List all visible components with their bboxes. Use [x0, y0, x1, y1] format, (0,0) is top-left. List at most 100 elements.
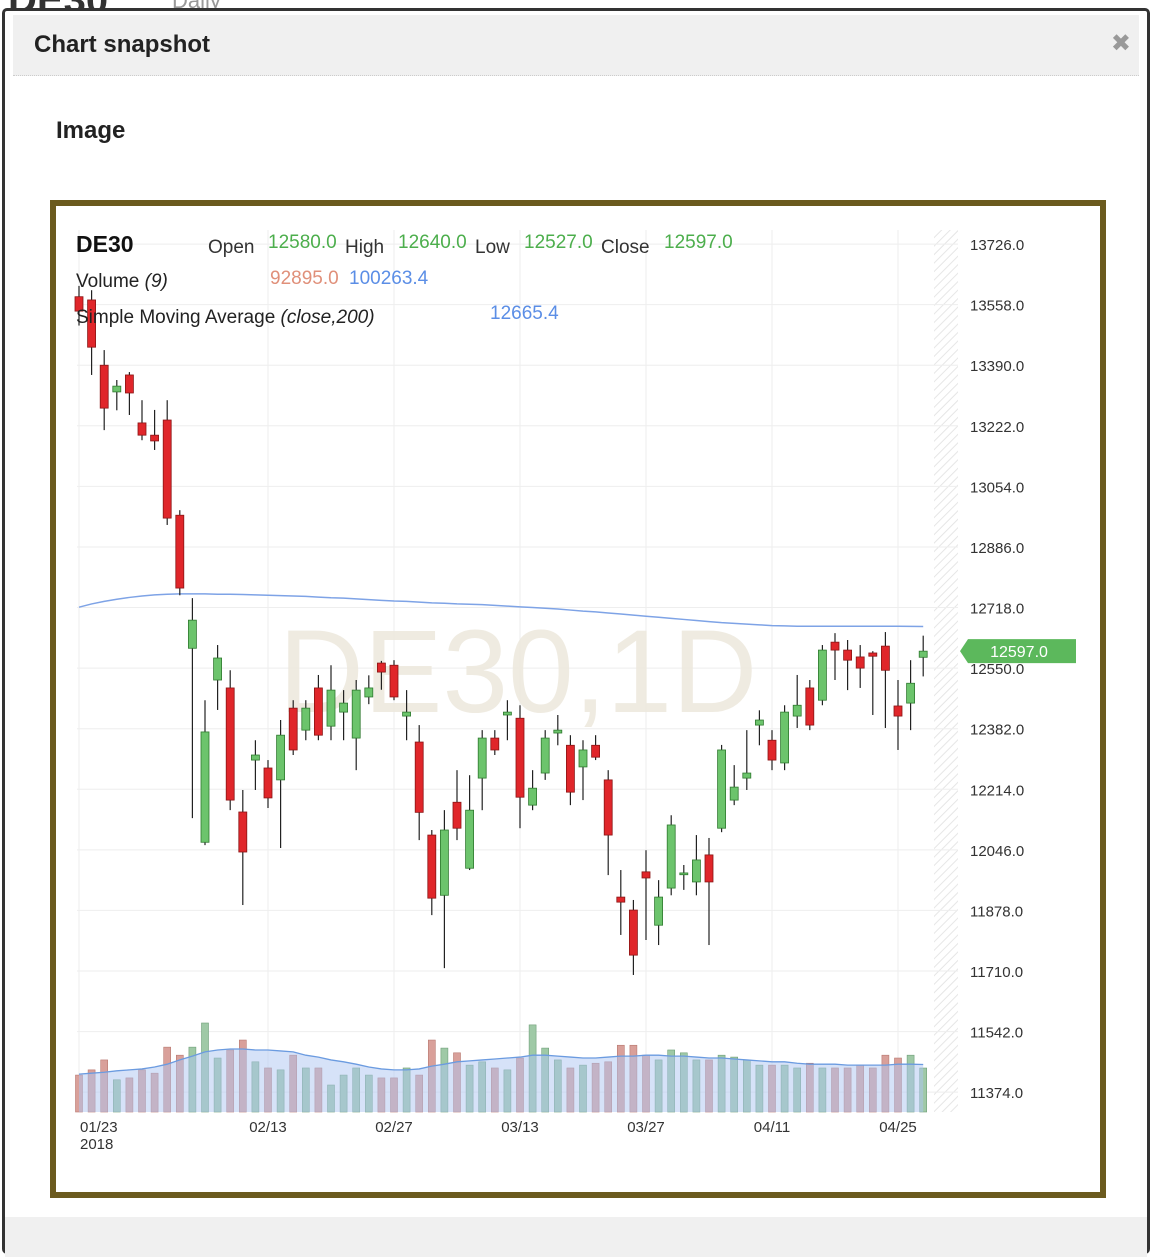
y-tick-label: 13726.0 [970, 237, 1024, 254]
candle-body [313, 687, 323, 736]
y-tick-label: 11878.0 [970, 903, 1023, 920]
candle-body [87, 299, 96, 348]
sma-value: 12665.4 [490, 303, 559, 324]
candle-body [213, 657, 223, 681]
y-tick-label: 12550.0 [970, 661, 1024, 678]
candle-body [843, 649, 852, 661]
candle-body [881, 645, 890, 671]
candle-body [528, 787, 537, 806]
volume-value: 92895.0 [270, 268, 339, 289]
open-label: Open [208, 237, 254, 258]
y-tick-label: 12382.0 [970, 722, 1024, 739]
candle-body [805, 687, 815, 726]
candle-body [818, 649, 827, 701]
x-tick-label: 03/27 [627, 1119, 665, 1136]
x-tick-label: 02/27 [375, 1119, 413, 1136]
future-zone [934, 230, 958, 1112]
candle-body [200, 731, 210, 843]
candle-body [742, 772, 752, 779]
candle-body [225, 687, 235, 801]
close-value: 12597.0 [664, 232, 733, 253]
dialog-header: Chart snapshot ✖ [13, 15, 1139, 76]
candle-body [578, 749, 588, 768]
candle-body [729, 786, 739, 801]
candle-body [918, 650, 928, 658]
x-tick-label: 03/13 [501, 1119, 539, 1136]
candle-body [99, 364, 109, 409]
candle-body [125, 374, 134, 394]
candle-body [490, 737, 500, 751]
candle-body [276, 734, 286, 781]
y-tick-label: 12886.0 [970, 540, 1024, 557]
symbol: DE30 [76, 231, 134, 257]
y-tick-label: 11710.0 [970, 964, 1023, 981]
low-label: Low [475, 237, 510, 258]
x-tick-label: 01/23 [80, 1119, 118, 1136]
marks [74, 285, 928, 1113]
y-tick-label: 11542.0 [970, 1025, 1023, 1042]
candle-body [893, 705, 903, 717]
y-tick-label: 13558.0 [970, 298, 1024, 315]
section-title: Image [56, 117, 126, 144]
low-value: 12527.0 [524, 232, 593, 253]
candle-body [717, 749, 726, 829]
close-label: Close [601, 237, 650, 258]
x-year-label: 2018 [80, 1136, 113, 1153]
candle-body [666, 824, 676, 889]
candle-body [553, 729, 563, 734]
candle-body [566, 744, 575, 793]
volume-ma-value: 100263.4 [349, 268, 429, 289]
candle-body [477, 737, 487, 779]
y-tick-label: 12046.0 [970, 843, 1024, 860]
x-tick-label: 04/25 [879, 1119, 917, 1136]
volume-ma-line [78, 1048, 924, 1075]
candle-body [679, 872, 689, 876]
sma-line [78, 593, 924, 628]
close-button[interactable]: ✖ [1110, 30, 1131, 57]
y-tick-label: 13222.0 [970, 419, 1024, 436]
candle-body [238, 811, 248, 853]
candle-body [150, 434, 160, 442]
high-label: High [345, 237, 384, 258]
candle-body [187, 619, 197, 649]
y-tick-label: 11374.0 [970, 1085, 1023, 1102]
volume-period: (9) [145, 271, 168, 292]
candle-body [830, 641, 840, 651]
price-tag-label: 12597.0 [990, 644, 1048, 661]
candle-body [439, 829, 449, 896]
volume-label: Volume [76, 271, 139, 292]
readout: DE30 Open 12580.0 High 12640.0 Low 12527… [76, 231, 733, 328]
x-tick-label: 04/11 [754, 1119, 790, 1136]
candle-body [515, 717, 525, 798]
candle-body [250, 754, 260, 761]
candle-body [603, 779, 613, 836]
x-tick-label: 02/13 [249, 1119, 287, 1136]
candle-body [692, 859, 701, 883]
volume-ma-area [79, 1049, 924, 1112]
candle-body [364, 687, 374, 698]
candle-body [906, 682, 915, 704]
candle-body [74, 296, 84, 312]
candle-body [112, 385, 122, 393]
sma-label: Simple Moving Average [76, 307, 275, 328]
candle-body [389, 664, 399, 698]
candle-body [755, 719, 764, 726]
candle-body [704, 854, 714, 883]
volume-legend: Volume (9) [76, 271, 168, 292]
candle-body [780, 711, 789, 764]
y-tick-label: 13054.0 [970, 479, 1024, 496]
open-value: 12580.0 [268, 232, 337, 253]
chart: DE30,1D DE30 Open 12580.0 High 12640.0 L… [74, 230, 1076, 1153]
candle-body [540, 737, 550, 774]
candle-body [591, 744, 600, 758]
candle-body [767, 739, 777, 761]
candle-body [452, 801, 462, 829]
candle-body [288, 707, 298, 751]
candle-body [376, 662, 386, 673]
candle-body [301, 707, 311, 731]
candle-body [641, 871, 651, 879]
sma-params: (close,200) [281, 307, 375, 328]
candle-body [402, 711, 412, 717]
candle-body [351, 689, 361, 739]
